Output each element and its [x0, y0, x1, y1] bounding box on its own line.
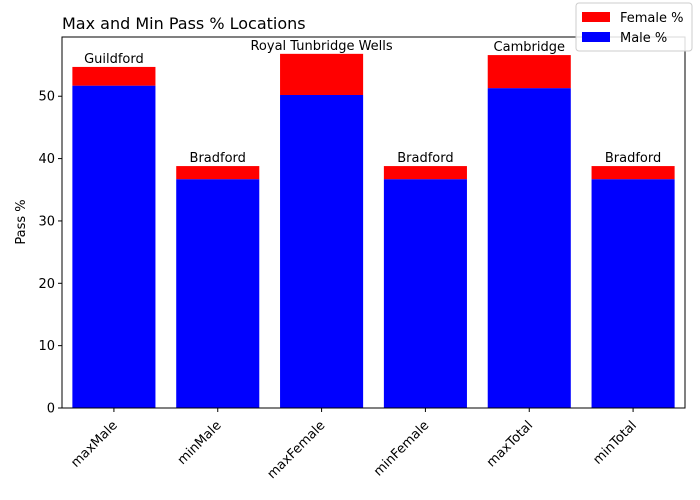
x-axis: maxMale minMale maxFemale minFemale maxTotal… — [68, 408, 640, 482]
bar-female-maxTotal — [487, 55, 571, 89]
x-tick-label: minTotal — [590, 418, 639, 467]
bars-group — [72, 53, 675, 409]
x-tick-label: minFemale — [371, 418, 432, 479]
bar-location-label: Bradford — [605, 151, 661, 166]
bar-location-label: Royal Tunbridge Wells — [250, 39, 392, 54]
legend-label: Female % — [620, 11, 684, 26]
bar-female-maxFemale — [280, 53, 364, 95]
bar-location-label: Guildford — [84, 52, 144, 67]
x-tick-label: minMale — [175, 418, 225, 468]
y-tick-label: 40 — [38, 152, 55, 167]
bar-female-maxMale — [72, 66, 156, 86]
bar-male-maxFemale — [280, 94, 364, 409]
legend-label: Male % — [620, 31, 667, 46]
plot-frame — [61, 36, 686, 409]
chart-title: Max and Min Pass % Locations — [62, 14, 306, 33]
x-tick-label: maxTotal — [484, 418, 536, 470]
bar-location-label: Cambridge — [494, 40, 565, 55]
bar-male-minFemale — [383, 179, 467, 408]
legend: Female % Male % — [575, 2, 693, 52]
y-axis: 0 10 20 30 40 50 — [38, 90, 62, 417]
bar-female-minFemale — [383, 166, 467, 180]
bar-female-minTotal — [591, 166, 675, 180]
bar-location-label: Bradford — [190, 151, 246, 166]
x-tick-label: maxFemale — [265, 418, 329, 482]
y-axis-label: Pass % — [14, 199, 29, 244]
bar-location-label: Bradford — [397, 151, 453, 166]
bar-male-maxTotal — [487, 88, 571, 408]
legend-swatch-male — [582, 32, 610, 42]
y-tick-label: 10 — [38, 339, 55, 354]
bar-labels-group: Guildford Bradford Royal Tunbridge Wells Br… — [84, 39, 661, 166]
y-tick-label: 30 — [38, 214, 55, 229]
bar-male-minTotal — [591, 179, 675, 408]
y-tick-label: 20 — [38, 277, 55, 292]
legend-swatch-female — [582, 12, 610, 22]
y-tick-label: 0 — [47, 402, 55, 417]
y-tick-label: 50 — [38, 90, 55, 105]
x-tick-label: maxMale — [68, 418, 120, 470]
bar-male-minMale — [176, 179, 260, 408]
bar-female-minMale — [176, 166, 260, 180]
bar-male-maxMale — [72, 85, 156, 408]
